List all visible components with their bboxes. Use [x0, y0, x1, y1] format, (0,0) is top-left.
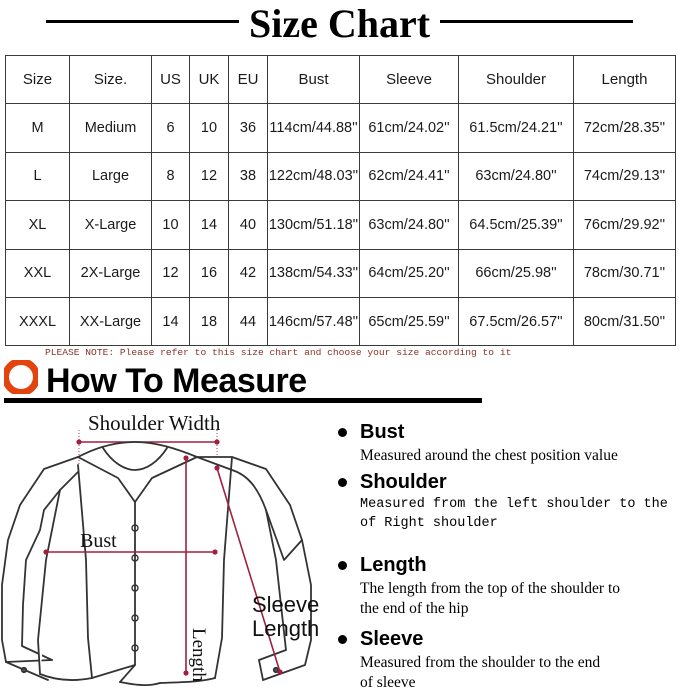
svg-text:Bust: Bust: [80, 530, 117, 552]
svg-text:Length: Length: [252, 616, 319, 641]
svg-text:Sleeve: Sleeve: [252, 592, 319, 617]
svg-text:Shoulder Width: Shoulder Width: [88, 411, 221, 435]
svg-text:Length: Length: [188, 628, 209, 682]
